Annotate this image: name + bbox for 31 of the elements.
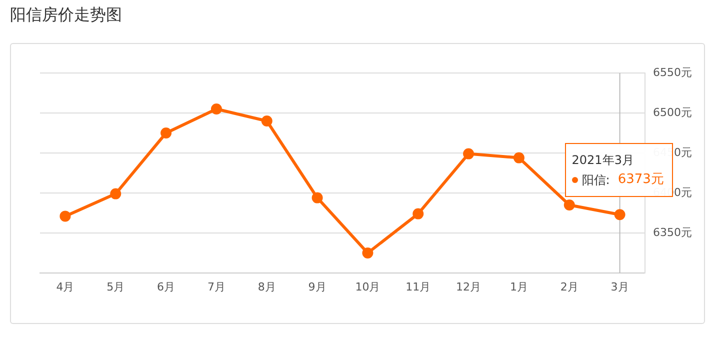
x-tick-label: 9月 <box>308 280 326 294</box>
x-tick-label: 3月 <box>610 280 629 294</box>
x-tick-label: 6月 <box>157 280 176 294</box>
x-tick-label: 5月 <box>106 280 125 294</box>
point <box>160 128 172 138</box>
x-tick-label: 7月 <box>207 280 226 294</box>
y-tick-label: 6350元 <box>653 226 692 239</box>
point <box>312 192 323 204</box>
point <box>564 200 575 210</box>
annotation: 阳信: <box>582 172 610 189</box>
x-tick-label: 2月 <box>560 280 578 294</box>
annotation: 2021年3月 <box>572 152 634 167</box>
point <box>614 209 626 220</box>
point <box>60 210 71 222</box>
point <box>110 188 122 200</box>
y-tick-label: 6500元 <box>653 106 692 119</box>
x-tick-label: 1月 <box>510 280 528 294</box>
data-label: 6373元 <box>618 170 664 188</box>
x-tick-label: 11月 <box>406 280 431 294</box>
x-tick-label: 8月 <box>258 280 276 294</box>
x-tick-label: 10月 <box>355 280 380 294</box>
point <box>513 152 524 164</box>
x-tick-label: 12月 <box>456 280 482 294</box>
point <box>362 248 374 258</box>
point <box>412 208 424 220</box>
y-tick-label: 6550元 <box>653 66 692 79</box>
point <box>463 148 474 160</box>
point <box>261 116 272 126</box>
chart-title: 阳信房价走势图 <box>10 5 122 26</box>
point <box>210 104 222 114</box>
x-tick-label: 4月 <box>56 280 74 294</box>
